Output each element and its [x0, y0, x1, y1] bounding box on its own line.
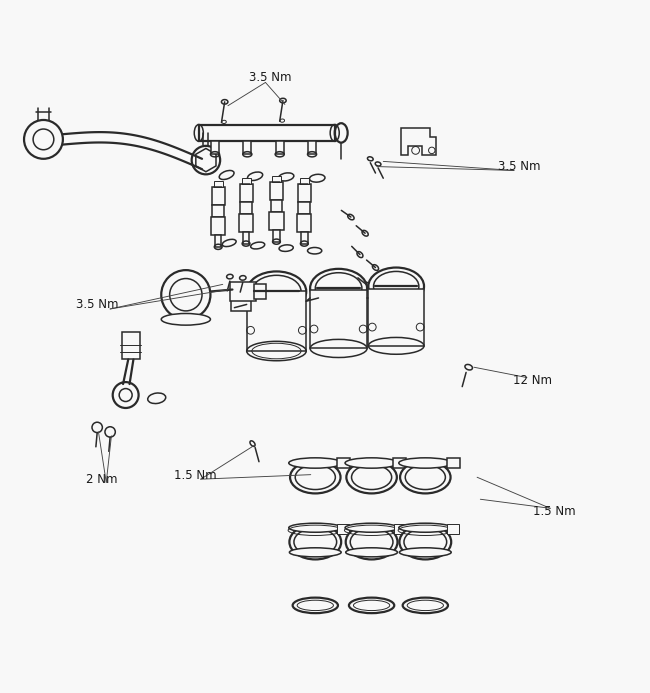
Bar: [298, 202, 310, 214]
Bar: [212, 187, 225, 205]
Ellipse shape: [289, 547, 341, 557]
Bar: [213, 205, 224, 217]
Bar: [214, 181, 223, 187]
Bar: [337, 525, 349, 534]
Bar: [270, 200, 282, 212]
Ellipse shape: [400, 547, 451, 557]
Bar: [254, 284, 266, 299]
Bar: [211, 217, 226, 235]
Bar: [215, 235, 222, 247]
Bar: [211, 141, 219, 155]
Bar: [447, 525, 459, 534]
Bar: [369, 289, 424, 346]
Ellipse shape: [399, 458, 452, 468]
Bar: [297, 214, 311, 232]
Text: 3.5 Nm: 3.5 Nm: [498, 160, 540, 173]
Text: 3.5 Nm: 3.5 Nm: [76, 298, 118, 311]
Ellipse shape: [161, 313, 211, 325]
Ellipse shape: [400, 525, 451, 559]
Bar: [393, 458, 406, 468]
Ellipse shape: [369, 267, 424, 305]
Bar: [199, 125, 335, 141]
Bar: [308, 141, 316, 155]
Ellipse shape: [345, 523, 398, 532]
Bar: [272, 175, 281, 182]
Bar: [447, 458, 460, 468]
Ellipse shape: [289, 525, 341, 559]
Bar: [300, 177, 309, 184]
Bar: [301, 232, 307, 244]
Ellipse shape: [346, 525, 398, 559]
Ellipse shape: [247, 272, 306, 312]
Bar: [200, 128, 213, 136]
Bar: [273, 230, 280, 242]
Text: 12 Nm: 12 Nm: [513, 374, 552, 387]
Bar: [394, 525, 405, 534]
Bar: [244, 141, 251, 155]
Text: 1.5 Nm: 1.5 Nm: [174, 469, 217, 482]
Text: 1.5 Nm: 1.5 Nm: [534, 505, 576, 518]
Bar: [242, 177, 250, 184]
Bar: [269, 212, 283, 230]
Ellipse shape: [345, 458, 398, 468]
Ellipse shape: [289, 458, 342, 468]
Bar: [240, 202, 252, 214]
Ellipse shape: [400, 461, 450, 493]
Bar: [270, 182, 283, 200]
Bar: [298, 184, 311, 202]
Ellipse shape: [310, 269, 367, 308]
Polygon shape: [401, 128, 436, 155]
Ellipse shape: [346, 547, 398, 557]
Bar: [239, 214, 253, 232]
Bar: [247, 292, 306, 351]
Bar: [337, 458, 350, 468]
Bar: [122, 332, 140, 360]
Text: 3.5 Nm: 3.5 Nm: [249, 71, 291, 85]
Bar: [310, 290, 367, 349]
Bar: [243, 232, 249, 244]
Ellipse shape: [289, 523, 342, 532]
Ellipse shape: [346, 461, 397, 493]
Bar: [240, 184, 252, 202]
Text: 2 Nm: 2 Nm: [86, 473, 118, 486]
Ellipse shape: [399, 523, 452, 532]
Bar: [276, 141, 283, 155]
Ellipse shape: [290, 461, 341, 493]
Bar: [230, 282, 255, 301]
Bar: [231, 285, 250, 311]
